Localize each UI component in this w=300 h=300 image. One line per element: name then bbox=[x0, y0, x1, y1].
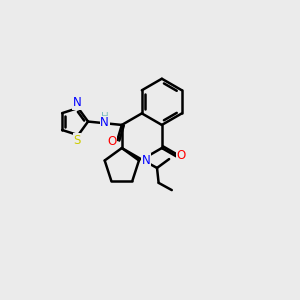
Text: N: N bbox=[100, 116, 109, 129]
Text: N: N bbox=[142, 154, 150, 167]
Text: O: O bbox=[177, 149, 186, 162]
Text: H: H bbox=[101, 112, 109, 122]
Text: N: N bbox=[73, 96, 81, 110]
Text: S: S bbox=[73, 134, 81, 147]
Text: O: O bbox=[108, 135, 117, 148]
